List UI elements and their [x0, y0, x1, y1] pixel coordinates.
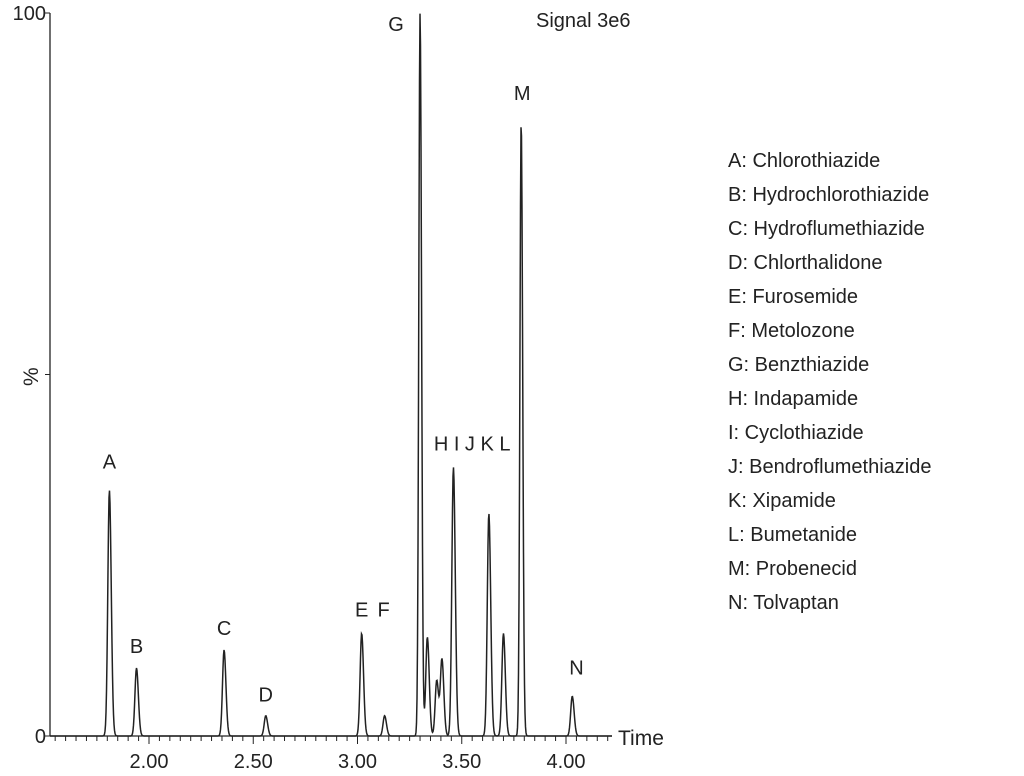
legend-entry: B: Hydrochlorothiazide [728, 184, 930, 206]
x-tick-label: 2.00 [130, 751, 169, 773]
peak-label: D [259, 684, 273, 706]
peak-label: F [377, 600, 389, 622]
legend-entry: F: Metolozone [728, 320, 855, 342]
peak-label: N [569, 658, 583, 680]
legend-entry: G: Benzthiazide [728, 354, 870, 376]
legend: A: Chlorothiazide B: Hydrochlorothiazide C… [728, 144, 931, 620]
peak-label: H I J K L [434, 433, 511, 455]
legend-entry: E: Furosemide [728, 286, 859, 308]
legend-entry: A: Chlorothiazide [728, 150, 881, 172]
y-axis-label: % [20, 367, 43, 386]
y-tick-label: 100 [13, 3, 46, 25]
peak-label: E [355, 600, 368, 622]
legend-entry: I: Cyclothiazide [728, 422, 864, 444]
peak-label: A [103, 451, 117, 473]
trace-line [50, 13, 612, 737]
peak-label: G [388, 14, 404, 36]
legend-entry: C: Hydroflumethiazide [728, 218, 925, 240]
x-tick-label: 4.00 [547, 751, 586, 773]
legend-entry: M: Probenecid [728, 558, 857, 580]
x-tick-label: 2.50 [234, 751, 273, 773]
legend-entry: K: Xipamide [728, 490, 836, 512]
legend-entry: J: Bendroflumethiazide [728, 456, 932, 478]
legend-entry: H: Indapamide [728, 388, 859, 410]
legend-entry: L: Bumetanide [728, 524, 857, 546]
peak-labels: A B C D E F G H I J K L M N [103, 14, 584, 706]
x-axis-label: Time [618, 727, 664, 750]
peak-label: C [217, 618, 231, 640]
peak-label: B [130, 636, 143, 658]
peak-label: M [514, 83, 531, 105]
chart-title: Signal 3e6 [536, 10, 631, 32]
x-tick-label: 3.00 [338, 751, 377, 773]
legend-entry: N: Tolvaptan [728, 592, 839, 614]
x-tick-label: 3.50 [442, 751, 481, 773]
axes: 2.00 2.50 3.00 3.50 4.00 0 100 [13, 3, 612, 773]
legend-entry: D: Chlorthalidone [728, 252, 883, 274]
y-tick-label: 0 [35, 726, 46, 748]
chromatogram-trace [50, 13, 612, 737]
